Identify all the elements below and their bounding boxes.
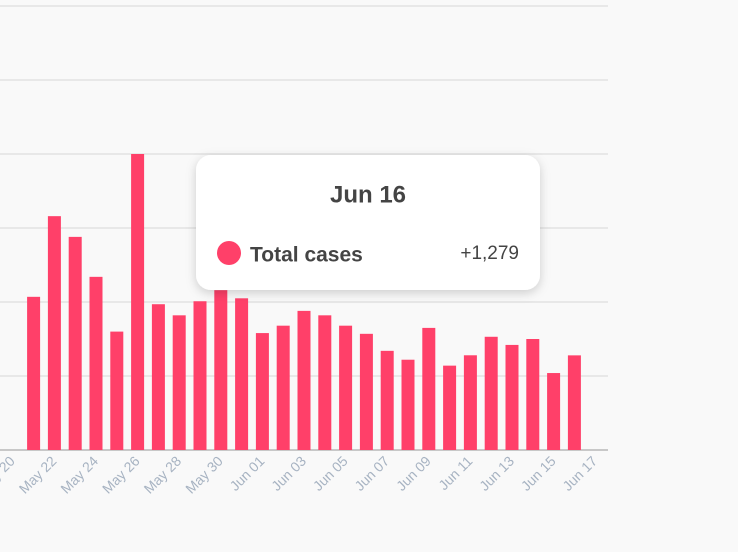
x-tick-label: May 28 (141, 453, 185, 497)
tooltip-swatch (217, 241, 241, 265)
x-tick-label: May 26 (99, 453, 143, 497)
tooltip-series: Total cases (250, 244, 363, 267)
bar (235, 298, 249, 450)
bar (47, 216, 61, 450)
bar (505, 344, 519, 450)
tooltip: Jun 16 Total cases +1,279 (196, 155, 540, 290)
bar (484, 336, 498, 450)
bars (27, 154, 581, 450)
bar (359, 333, 373, 450)
bar (339, 325, 353, 450)
bar (89, 276, 103, 450)
x-tick-label: May 22 (16, 453, 60, 497)
x-tick-label: May 24 (57, 453, 101, 497)
bar (401, 359, 415, 450)
bar (567, 355, 581, 450)
tooltip-box (196, 155, 540, 290)
bar (255, 333, 269, 450)
bar (131, 154, 145, 450)
tooltip-value: +1,279 (460, 243, 519, 264)
bar (276, 325, 290, 450)
x-tick-label: Jun 11 (435, 453, 475, 493)
bar (422, 327, 436, 450)
x-tick-label: Jun 15 (518, 453, 559, 494)
x-tick-label: May 20 (0, 453, 18, 497)
x-tick-label: May 30 (182, 453, 226, 497)
bar (214, 290, 228, 450)
bar (318, 315, 332, 450)
bar (68, 236, 82, 450)
tooltip-title: Jun 16 (330, 181, 406, 208)
x-tick-label: Jun 07 (351, 453, 392, 494)
bar (27, 296, 41, 450)
x-tick-label: Jun 13 (476, 453, 517, 494)
bar (110, 331, 124, 450)
x-tick-label: Jun 03 (268, 453, 309, 494)
bar (526, 339, 540, 450)
bar (297, 310, 311, 450)
bar (547, 373, 561, 450)
x-tick-label: Jun 09 (393, 453, 434, 494)
bar (380, 350, 394, 450)
x-tick-label: Jun 17 (559, 453, 600, 494)
bar (151, 304, 165, 450)
bar (172, 315, 186, 450)
bar (193, 301, 207, 450)
x-tick-label: Jun 05 (310, 453, 351, 494)
x-tick-label: Jun 01 (226, 453, 267, 494)
bar (443, 365, 457, 450)
bar (463, 355, 477, 450)
